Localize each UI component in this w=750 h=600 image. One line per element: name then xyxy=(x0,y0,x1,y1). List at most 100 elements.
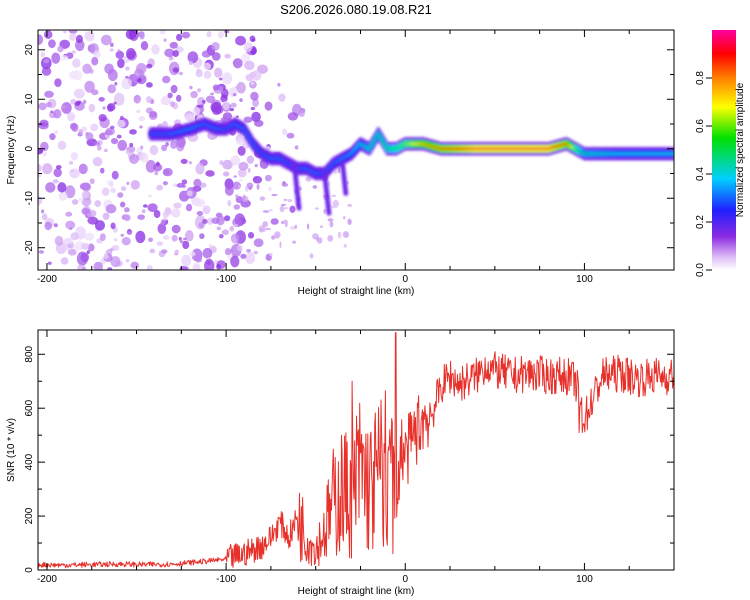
noise-blob xyxy=(240,253,247,259)
noise-blob xyxy=(182,240,190,250)
noise-blob xyxy=(117,139,128,151)
noise-blob xyxy=(69,122,78,131)
noise-blob xyxy=(343,243,347,248)
snr-y-tick-label-3: 600 xyxy=(24,399,35,416)
noise-blob xyxy=(117,58,125,69)
noise-blob xyxy=(331,194,337,198)
noise-blob xyxy=(117,48,121,52)
noise-blob xyxy=(102,106,106,110)
colorbar-gradient xyxy=(712,30,736,270)
noise-blob xyxy=(202,219,208,224)
noise-blob xyxy=(316,237,323,244)
spectrogram-x-tick-label-1: -100 xyxy=(216,274,236,285)
snr-x-tick-label-2: 0 xyxy=(402,574,408,585)
noise-blob xyxy=(148,194,152,198)
noise-blob xyxy=(47,261,52,265)
noise-blob xyxy=(55,164,62,170)
noise-blob xyxy=(254,119,264,127)
noise-blob xyxy=(198,222,204,229)
noise-blob xyxy=(137,214,145,220)
noise-blob xyxy=(87,243,95,252)
noise-blob xyxy=(84,232,95,241)
noise-blob xyxy=(125,47,136,60)
noise-blob xyxy=(210,92,215,96)
noise-blob xyxy=(82,99,87,104)
noise-blob xyxy=(93,261,103,270)
noise-blob xyxy=(309,253,314,259)
noise-blob xyxy=(202,205,211,215)
noise-blob xyxy=(181,31,191,39)
noise-blob xyxy=(227,199,232,207)
noise-blob xyxy=(250,70,262,81)
noise-blob xyxy=(216,263,221,270)
noise-blob xyxy=(253,238,264,248)
noise-blob xyxy=(57,182,67,193)
noise-blob xyxy=(108,181,114,188)
noise-blob xyxy=(178,236,182,241)
noise-blob xyxy=(222,100,230,111)
noise-blob xyxy=(264,227,272,231)
noise-blob xyxy=(283,219,288,223)
noise-blob xyxy=(224,215,231,222)
noise-blob xyxy=(284,207,289,210)
noise-blob xyxy=(169,41,179,49)
noise-blob xyxy=(221,229,229,235)
noise-blob xyxy=(136,99,141,103)
noise-blob xyxy=(99,233,106,242)
noise-blob xyxy=(236,138,244,146)
noise-blob xyxy=(105,127,116,136)
noise-blob xyxy=(224,53,231,59)
noise-blob xyxy=(176,33,183,42)
noise-blob xyxy=(271,193,278,197)
noise-blob xyxy=(192,263,201,270)
noise-blob xyxy=(211,52,221,61)
spectrogram-noise xyxy=(38,30,353,270)
noise-blob xyxy=(43,152,47,157)
noise-blob xyxy=(323,208,327,214)
noise-blob xyxy=(268,186,272,192)
noise-blob xyxy=(154,170,159,176)
noise-blob xyxy=(337,231,342,239)
noise-blob xyxy=(81,182,92,192)
noise-blob xyxy=(262,221,269,228)
noise-blob xyxy=(243,116,253,123)
noise-blob xyxy=(176,183,181,188)
noise-blob xyxy=(162,181,168,186)
noise-blob xyxy=(217,31,224,39)
noise-blob xyxy=(38,34,44,45)
noise-blob xyxy=(43,30,53,39)
noise-blob xyxy=(181,254,192,267)
noise-blob xyxy=(44,90,54,98)
noise-blob xyxy=(237,168,247,178)
noise-blob xyxy=(202,247,213,259)
noise-blob xyxy=(110,42,114,48)
noise-blob xyxy=(111,245,120,251)
noise-blob xyxy=(145,82,153,88)
noise-blob xyxy=(136,63,147,74)
noise-blob xyxy=(274,232,280,239)
noise-blob xyxy=(107,84,116,94)
noise-blob xyxy=(244,60,255,71)
noise-blob xyxy=(199,233,205,240)
noise-blob xyxy=(232,58,243,69)
noise-blob xyxy=(170,84,178,94)
noise-blob xyxy=(41,66,52,76)
noise-blob xyxy=(52,179,59,184)
noise-blob xyxy=(107,103,116,112)
noise-blob xyxy=(211,217,220,224)
noise-blob xyxy=(239,178,243,182)
noise-blob xyxy=(197,88,202,93)
noise-blob xyxy=(38,173,42,178)
noise-blob xyxy=(165,141,169,147)
noise-blob xyxy=(110,256,121,268)
noise-blob xyxy=(57,45,64,53)
noise-blob xyxy=(280,220,285,225)
noise-blob xyxy=(113,101,117,105)
noise-blob xyxy=(305,176,312,182)
noise-blob xyxy=(236,81,246,94)
noise-blob xyxy=(146,63,153,69)
noise-blob xyxy=(72,69,83,81)
noise-blob xyxy=(130,261,140,270)
